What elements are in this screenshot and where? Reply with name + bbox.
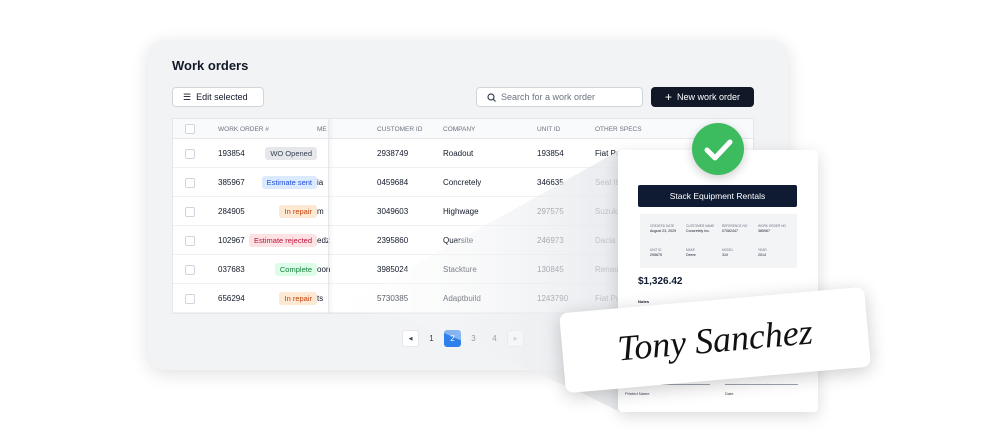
- page-title: Work orders: [172, 58, 249, 73]
- date-label: Date: [725, 391, 734, 396]
- checkbox[interactable]: [185, 149, 195, 159]
- column-header: ME: [317, 126, 327, 133]
- edit-label: Edit selected: [196, 92, 248, 102]
- status-badge: In repair: [279, 205, 317, 218]
- status-badge: Estimate rejected: [249, 234, 317, 247]
- customer-id: 2395860: [377, 236, 409, 245]
- name: edz: [317, 236, 330, 245]
- company: Concretely: [443, 178, 482, 187]
- unit-id: 346635: [537, 178, 564, 187]
- name: m: [317, 207, 324, 216]
- search-placeholder: Search for a work order: [501, 92, 596, 102]
- work-order-id: 385967: [218, 178, 245, 187]
- field-label: MODEL: [722, 248, 734, 252]
- list-icon: ☰: [183, 91, 192, 102]
- customer-id: 3049603: [377, 207, 409, 216]
- customer-id: 0459684: [377, 178, 409, 187]
- field-label: CUSTOMER NAME: [686, 224, 715, 228]
- field-value: Deere: [686, 253, 696, 257]
- edit-button[interactable]: ☰ Edit selected: [172, 87, 264, 107]
- unit-id: 193854: [537, 149, 564, 158]
- checkbox[interactable]: [185, 124, 195, 134]
- company: Highwage: [443, 207, 479, 216]
- plus-icon: +: [664, 90, 672, 104]
- work-order-id: 284905: [218, 207, 245, 216]
- field-value: August 23, 2029: [650, 229, 677, 233]
- work-order-id: 037683: [218, 265, 245, 274]
- name: ia: [317, 178, 324, 187]
- status-badge: Complete: [274, 263, 317, 276]
- status-badge: Estimate sent: [261, 176, 317, 189]
- prev-page[interactable]: ◀: [402, 330, 419, 347]
- field-label: UNIT ID: [650, 248, 662, 252]
- column-header: COMPANY: [443, 126, 476, 133]
- new-label: New work order: [676, 92, 741, 102]
- column-header: CUSTOMER ID: [377, 126, 423, 133]
- checkbox[interactable]: [185, 236, 195, 246]
- beam: [330, 150, 620, 412]
- signature: Tony Sanchez: [615, 311, 815, 369]
- field-value: 2014: [758, 253, 766, 257]
- page-number[interactable]: 1: [429, 334, 434, 343]
- info-box: [640, 214, 797, 268]
- work-order-id: 656294: [218, 294, 245, 303]
- field-label: MAKE: [686, 248, 696, 252]
- column-header: UNIT ID: [537, 126, 561, 133]
- check-icon: [704, 139, 733, 161]
- field-label: WORK ORDER NO: [758, 224, 786, 228]
- field-value: 07082447: [722, 229, 738, 233]
- work-order-id: 193854: [218, 149, 245, 158]
- search-icon: [487, 92, 496, 102]
- table-row: 193854 WO Opened 2938749 Roadout 193854 Fiat …: [173, 139, 753, 168]
- field-value: 295675: [650, 253, 662, 257]
- company: Roadout: [443, 149, 474, 158]
- notes-label: Notes: [638, 299, 650, 304]
- search-input[interactable]: Search for a work order: [476, 87, 643, 107]
- checkbox[interactable]: [185, 178, 195, 188]
- check-badge: [692, 123, 744, 175]
- printed-name-label: Printed Name: [625, 391, 650, 396]
- column-header: OTHER SPECS: [595, 126, 642, 133]
- field-label: CREATED DATE: [650, 224, 675, 228]
- total: $1,326.42: [638, 276, 683, 287]
- customer-id: 3985024: [377, 265, 409, 274]
- work-order-id: 102967: [218, 236, 245, 245]
- specs: Fiat Pu: [595, 149, 621, 158]
- new-button[interactable]: + New work order: [651, 87, 754, 107]
- document-title: Stack Equipment Rentals: [638, 185, 797, 207]
- customer-id: 2938749: [377, 149, 409, 158]
- field-value: Concretely Inc.: [686, 229, 710, 233]
- name: ts: [317, 294, 324, 303]
- field-label: REFERENCE NO: [722, 224, 748, 228]
- table-header: WORK ORDER # ME CUSTOMER ID COMPANY UNIT ID O…: [173, 119, 753, 139]
- checkbox[interactable]: [185, 265, 195, 275]
- field-label: YEAR: [758, 248, 767, 252]
- status-badge: In repair: [279, 292, 317, 305]
- checkbox[interactable]: [185, 207, 195, 217]
- name: oon: [317, 265, 331, 274]
- checkbox[interactable]: [185, 294, 195, 304]
- date-line: [725, 384, 798, 385]
- status-badge: WO Opened: [265, 147, 317, 160]
- name-line: [624, 384, 710, 385]
- field-value: 310: [722, 253, 728, 257]
- column-header: WORK ORDER #: [218, 126, 269, 133]
- field-value: 385967: [758, 229, 770, 233]
